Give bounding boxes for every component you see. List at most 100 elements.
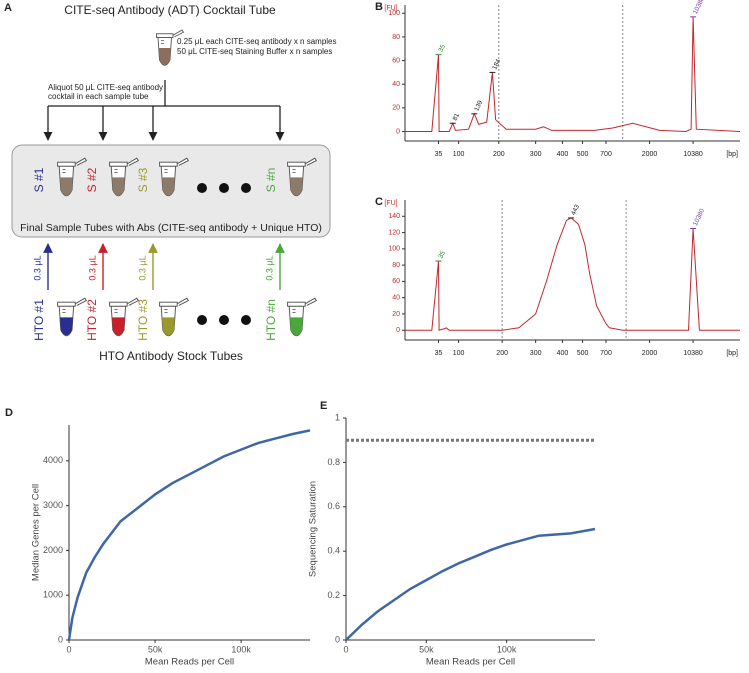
diagram-title: CITE-seq Antibody (ADT) Cocktail Tube bbox=[64, 3, 276, 17]
y-tick-label: 0.4 bbox=[327, 546, 340, 556]
x-tick-label: 300 bbox=[530, 151, 542, 158]
peak-label: 35 bbox=[438, 250, 448, 260]
x-axis-label: [bp] bbox=[726, 151, 738, 158]
distribution-arrows bbox=[43, 80, 285, 141]
x-tick-label: 2000 bbox=[642, 151, 658, 158]
x-tick-label: 100 bbox=[453, 350, 465, 357]
x-tick-label: 400 bbox=[557, 350, 569, 357]
peak-label: 35 bbox=[438, 43, 448, 53]
y-tick-label: 2000 bbox=[43, 545, 63, 555]
x-tick-label: 200 bbox=[496, 350, 508, 357]
hto-tube bbox=[159, 297, 189, 337]
panel-letter: A bbox=[4, 2, 12, 14]
sample-label: S #1 bbox=[32, 167, 46, 192]
x-tick-label: 50k bbox=[148, 644, 163, 654]
y-axis-label: Sequencing Saturation bbox=[308, 481, 319, 577]
y-tick-label: 0 bbox=[396, 327, 400, 334]
x-tick-label: 500 bbox=[577, 151, 589, 158]
x-tick-label: 100k bbox=[231, 644, 251, 654]
x-axis-label: Mean Reads per Cell bbox=[426, 657, 515, 668]
peak-label: 139 bbox=[473, 99, 484, 112]
x-tick-label: 2000 bbox=[642, 350, 658, 357]
peak-label: 184 bbox=[491, 58, 502, 71]
x-axis-label: [bp] bbox=[726, 350, 738, 357]
y-tick-label: 4000 bbox=[43, 455, 63, 465]
hto-label: HTO #1 bbox=[32, 299, 46, 341]
x-tick-label: 100 bbox=[453, 151, 465, 158]
x-tick-label: 700 bbox=[600, 350, 612, 357]
y-tick-label: 1000 bbox=[43, 590, 63, 600]
panel-letter: B bbox=[375, 1, 383, 13]
y-axis-label: Median Genes per Cell bbox=[31, 484, 42, 581]
y-axis-label: [FU] bbox=[384, 200, 397, 207]
x-tick-label: 700 bbox=[600, 151, 612, 158]
x-tick-label: 10380 bbox=[683, 151, 703, 158]
ellipsis bbox=[197, 183, 251, 193]
volume-label: 0.3 μL bbox=[87, 255, 97, 280]
y-tick-label: 40 bbox=[392, 295, 400, 302]
y-tick-label: 3000 bbox=[43, 500, 63, 510]
x-axis-label: Mean Reads per Cell bbox=[145, 657, 234, 668]
y-tick-label: 100 bbox=[388, 10, 400, 17]
volume-label: 0.3 μL bbox=[137, 255, 147, 280]
volume-label: 0.3 μL bbox=[32, 255, 42, 280]
y-tick-label: 40 bbox=[392, 81, 400, 88]
peak-label: 10380 bbox=[692, 207, 706, 227]
hto-tube bbox=[57, 297, 87, 337]
y-tick-label: 20 bbox=[392, 105, 400, 112]
trace bbox=[405, 217, 740, 331]
cocktail-text: 50 μL CITE-seq Staining Buffer x n sampl… bbox=[177, 47, 332, 56]
y-tick-label: 0.2 bbox=[327, 590, 340, 600]
y-tick-label: 140 bbox=[388, 213, 400, 220]
panel-letter: D bbox=[5, 407, 13, 419]
panel-a: A CITE-seq Antibody (ADT) Cocktail Tube … bbox=[4, 2, 337, 363]
hto-label: HTO #2 bbox=[85, 299, 99, 341]
y-tick-label: 0 bbox=[58, 634, 63, 644]
x-tick-label: 100k bbox=[497, 644, 517, 654]
ellipsis bbox=[197, 315, 251, 325]
x-tick-label: 35 bbox=[435, 350, 443, 357]
cocktail-text: 0.25 μL each CITE-seq antibody x n sampl… bbox=[177, 37, 337, 46]
aliquot-text: Aliquot 50 μL CITE-seq antibody bbox=[48, 83, 163, 92]
y-tick-label: 0.6 bbox=[327, 501, 340, 511]
trace bbox=[405, 16, 741, 133]
x-tick-label: 200 bbox=[493, 151, 505, 158]
hto-tube bbox=[287, 297, 317, 337]
hto-label: HTO #n bbox=[264, 299, 278, 341]
y-tick-label: 60 bbox=[392, 278, 400, 285]
line bbox=[67, 429, 311, 641]
x-tick-label: 400 bbox=[557, 151, 569, 158]
x-tick-label: 500 bbox=[577, 350, 589, 357]
aliquot-text: cocktail in each sample tube bbox=[48, 92, 149, 101]
peak-label: 81 bbox=[452, 112, 462, 122]
y-tick-label: 1 bbox=[335, 412, 340, 422]
y-tick-label: 80 bbox=[392, 34, 400, 41]
sample-label: S #3 bbox=[136, 167, 150, 192]
x-tick-label: 50k bbox=[419, 644, 434, 654]
sample-label: S #2 bbox=[85, 167, 99, 192]
box-label: Final Sample Tubes with Abs (CITE-seq an… bbox=[20, 222, 322, 234]
peak-label: 10380 bbox=[692, 0, 706, 15]
panel-letter: E bbox=[320, 400, 327, 412]
y-tick-label: 120 bbox=[388, 229, 400, 236]
y-tick-label: 0 bbox=[335, 634, 340, 644]
line bbox=[345, 527, 596, 641]
x-tick-label: 0 bbox=[343, 644, 348, 654]
y-tick-label: 0 bbox=[396, 128, 400, 135]
volume-label: 0.3 μL bbox=[264, 255, 274, 280]
y-tick-label: 100 bbox=[388, 246, 400, 253]
hto-label: HTO #3 bbox=[136, 299, 150, 341]
y-tick-label: 20 bbox=[392, 311, 400, 318]
panel-letter: C bbox=[375, 196, 383, 208]
y-tick-label: 80 bbox=[392, 262, 400, 269]
x-tick-label: 300 bbox=[530, 350, 542, 357]
x-tick-label: 10380 bbox=[683, 350, 703, 357]
x-tick-label: 0 bbox=[66, 644, 71, 654]
y-axis-label: [FU] bbox=[384, 5, 397, 12]
y-tick-label: 60 bbox=[392, 57, 400, 64]
hto-tube bbox=[109, 297, 139, 337]
hto-arrows bbox=[43, 243, 285, 290]
stock-label: HTO Antibody Stock Tubes bbox=[99, 349, 243, 363]
peak-label: 443 bbox=[570, 203, 581, 216]
